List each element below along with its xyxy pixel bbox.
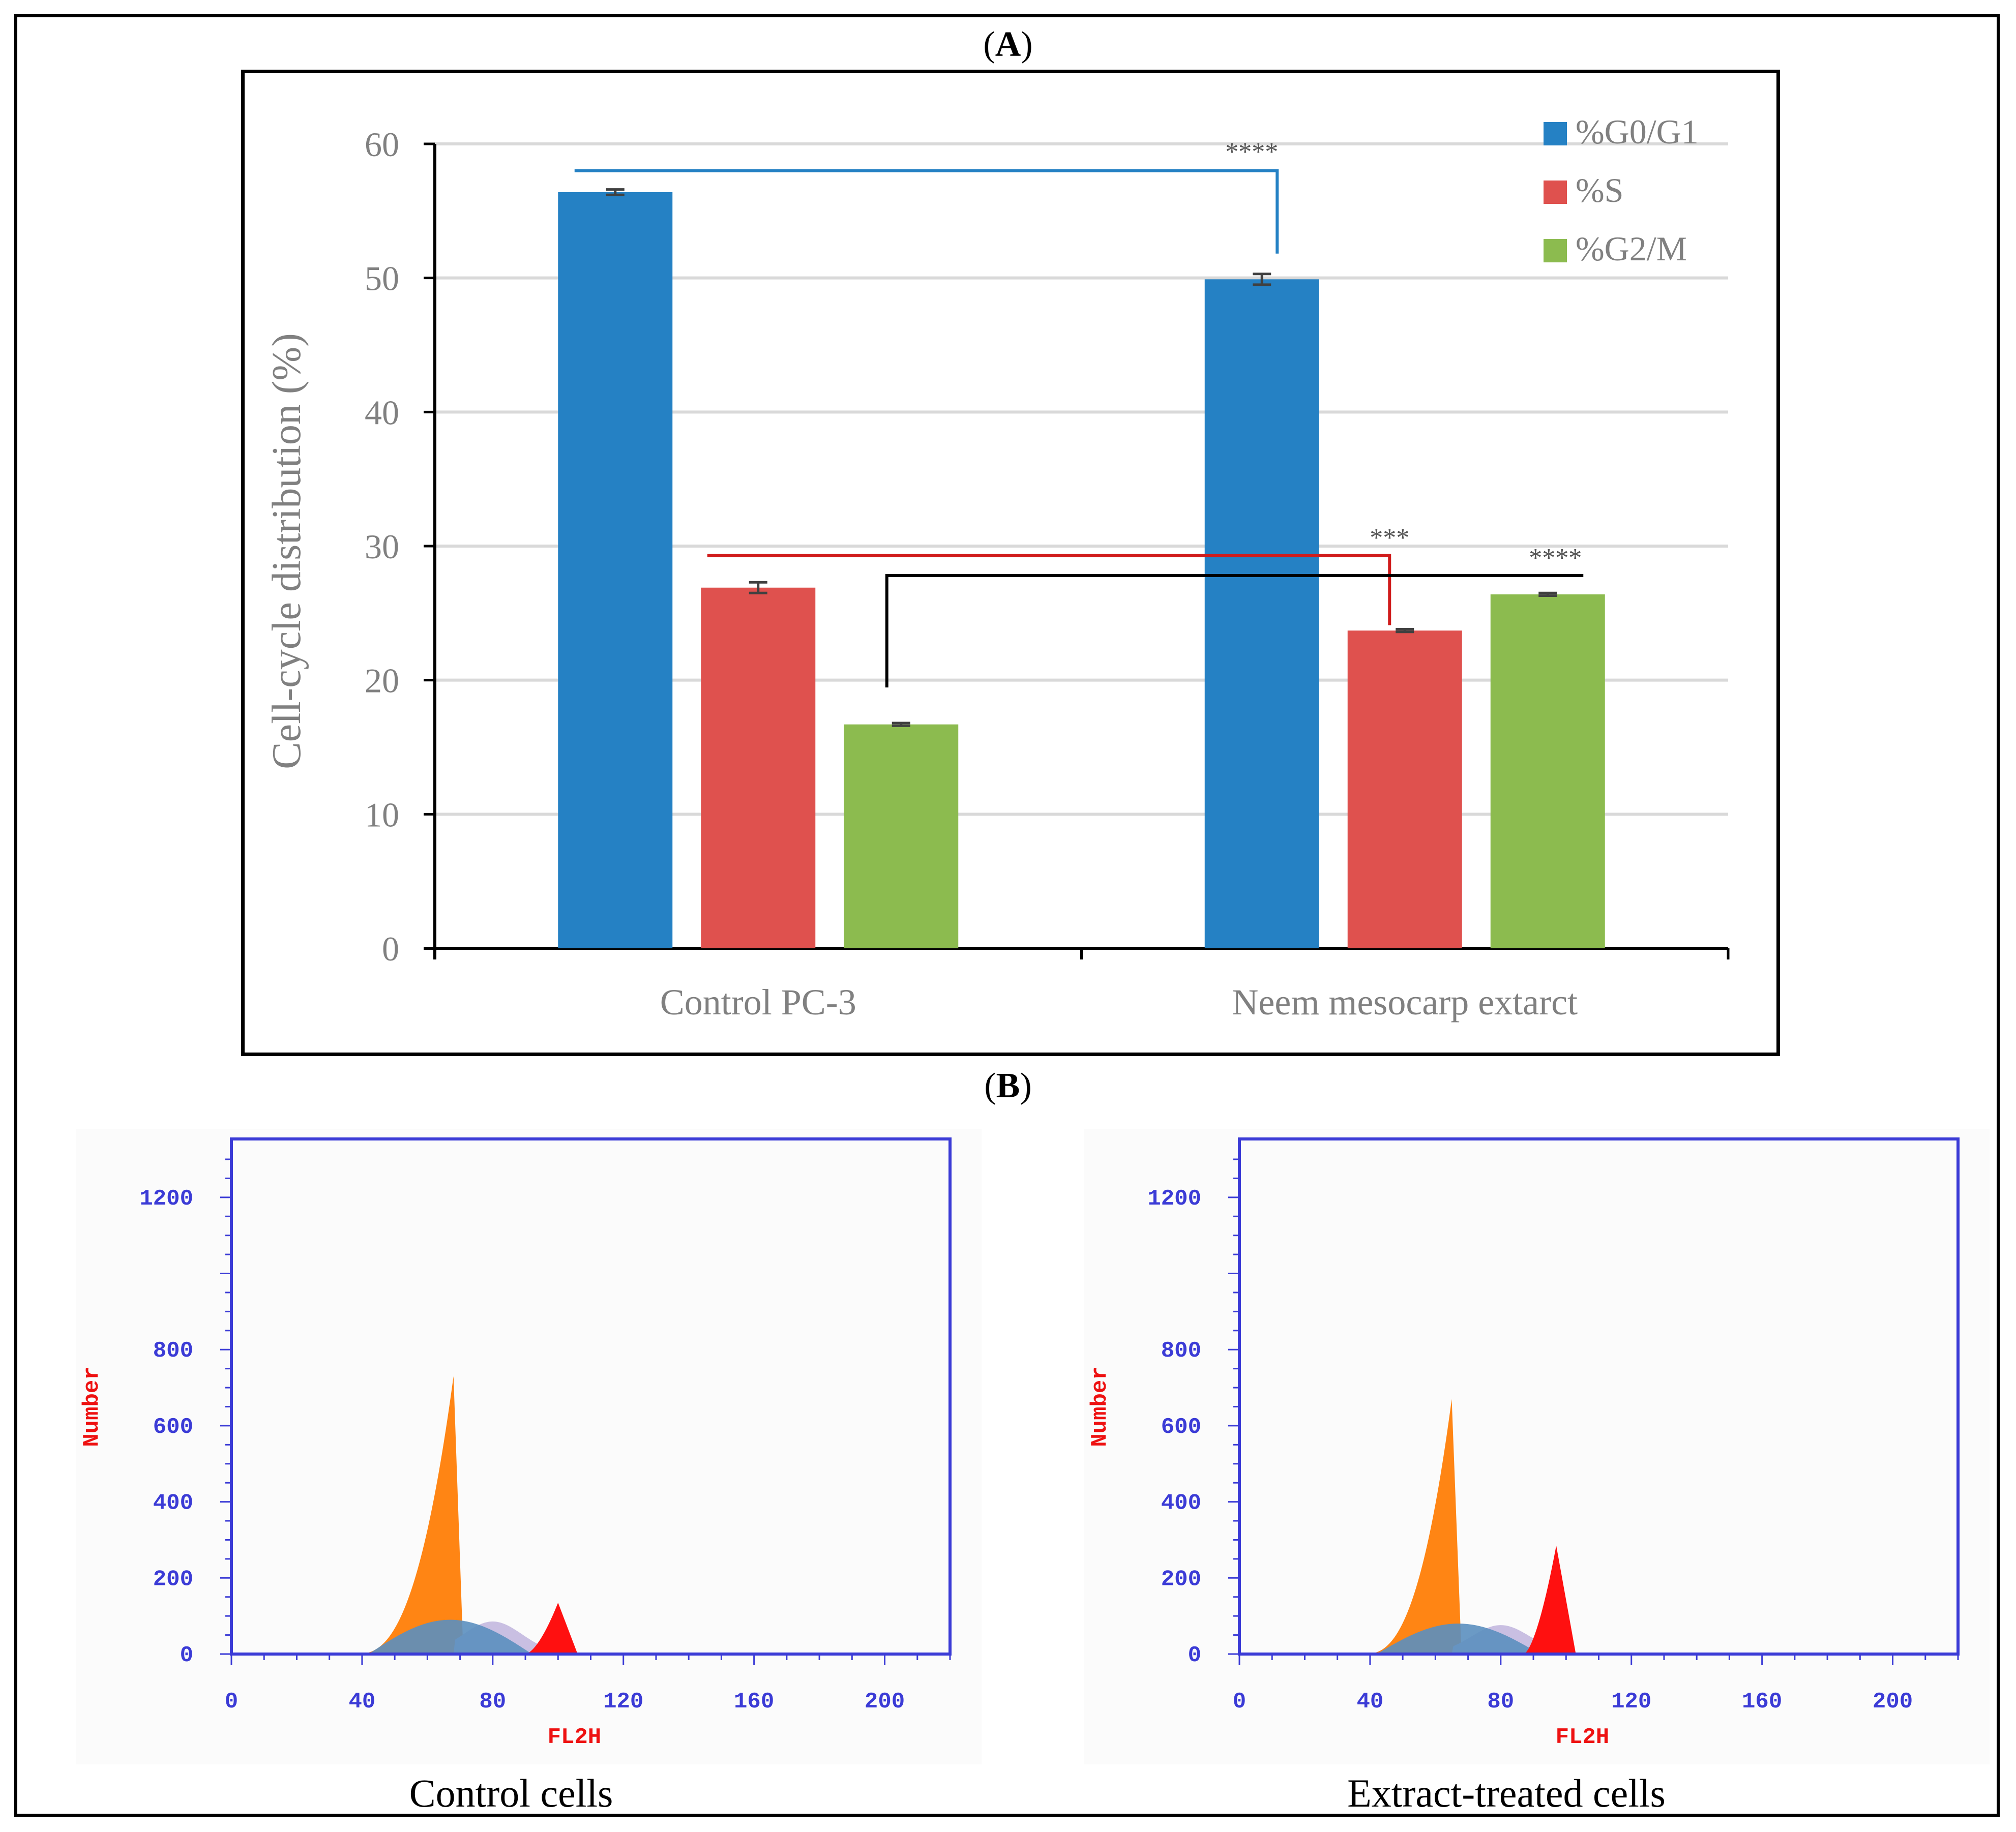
significance-label: **** (1529, 544, 1582, 573)
bar (558, 192, 673, 948)
control-x-tick-label: 200 (865, 1689, 905, 1715)
y-tick-label: 20 (365, 662, 399, 700)
extract-x-tick-label: 80 (1487, 1689, 1514, 1715)
histogram-extract: 0 200 400 600 800 1200 0 40 80 120 160 200 FL2H Numbe… (1084, 1129, 1990, 1764)
extract-y-tick-label: 600 (1161, 1415, 1201, 1440)
bar-chart-frame (241, 70, 1780, 1056)
bar-chart: 0 10 20 30 40 50 60 Cell-cycle distribution (%)… (264, 112, 1730, 1023)
control-frame (230, 1137, 952, 1656)
histogram-control: 0 200 400 600 800 1200 0 40 80 120 160 200 FL2H Numbe… (76, 1129, 982, 1764)
histogram-control-caption: Control cells (409, 1771, 613, 1815)
legend-swatch (1544, 122, 1567, 145)
panel-a-label: (A) (983, 25, 1033, 64)
extract-x-tick-label: 200 (1873, 1689, 1913, 1715)
significance-bracket (707, 554, 1391, 625)
bar (844, 724, 959, 948)
extract-y-tick-label: 400 (1161, 1491, 1201, 1516)
bar (701, 587, 816, 948)
bar (1204, 279, 1319, 948)
extract-y-tick-label: 800 (1161, 1338, 1201, 1364)
y-tick-label: 50 (365, 259, 399, 298)
extract-background (1084, 1129, 1990, 1764)
x-category-label: Neem mesocarp extarct (1232, 982, 1578, 1023)
legend-label: %S (1576, 171, 1623, 209)
extract-s-underlay (1337, 1624, 1615, 1654)
bar (1490, 594, 1605, 948)
legend-swatch (1544, 239, 1567, 262)
extract-x-tick-label: 160 (1742, 1689, 1782, 1715)
significance-label: **** (1225, 138, 1278, 167)
extract-x-tick-label: 40 (1357, 1689, 1384, 1715)
control-x-tick-label: 160 (734, 1689, 774, 1715)
y-axis-title: Cell-cycle distribution (%) (264, 333, 309, 769)
extract-x-axis-title: FL2H (1556, 1725, 1610, 1750)
control-x-tick-label: 40 (349, 1689, 376, 1715)
control-x-tick-label: 80 (479, 1689, 506, 1715)
control-y-tick-label: 0 (180, 1643, 193, 1668)
control-background (76, 1129, 982, 1764)
extract-x-tick-label: 120 (1611, 1689, 1651, 1715)
y-tick-label: 0 (382, 929, 399, 968)
control-x-tick-label: 120 (603, 1689, 643, 1715)
significance-bracket (574, 169, 1279, 254)
legend-swatch (1544, 181, 1567, 204)
control-s-underlay (329, 1619, 607, 1654)
legend-label: %G0/G1 (1576, 112, 1699, 151)
control-y-axis-title: Number (79, 1366, 105, 1447)
extract-g2m-area (1337, 1545, 1615, 1654)
significance-label: *** (1370, 523, 1409, 552)
legend-label: %G2/M (1576, 229, 1687, 268)
bar (1347, 630, 1462, 948)
x-category-label: Control PC-3 (660, 982, 856, 1023)
y-tick-label: 60 (365, 125, 399, 164)
control-y-tick-label: 400 (153, 1491, 193, 1516)
control-x-tick-label: 0 (225, 1689, 238, 1715)
extract-y-tick-label: 200 (1161, 1567, 1201, 1592)
figure-frame (14, 14, 2000, 1817)
control-y-tick-label: 800 (153, 1338, 193, 1364)
significance-bracket (885, 574, 1584, 688)
y-tick-label: 40 (365, 393, 399, 432)
control-y-tick-label: 600 (153, 1415, 193, 1440)
control-x-axis-title: FL2H (548, 1725, 602, 1750)
extract-y-tick-label: 0 (1188, 1643, 1201, 1668)
histogram-extract-caption: Extract-treated cells (1347, 1771, 1666, 1815)
control-y-tick-label: 1200 (139, 1186, 193, 1212)
extract-frame (1238, 1137, 1960, 1656)
extract-x-tick-label: 0 (1233, 1689, 1246, 1715)
extract-y-axis-title: Number (1087, 1366, 1113, 1447)
extract-y-tick-label: 1200 (1147, 1186, 1201, 1212)
panel-b-label: (B) (984, 1066, 1032, 1105)
control-g2m-area (329, 1602, 607, 1654)
y-tick-label: 10 (365, 795, 399, 834)
y-tick-label: 30 (365, 527, 399, 566)
control-y-tick-label: 200 (153, 1567, 193, 1592)
